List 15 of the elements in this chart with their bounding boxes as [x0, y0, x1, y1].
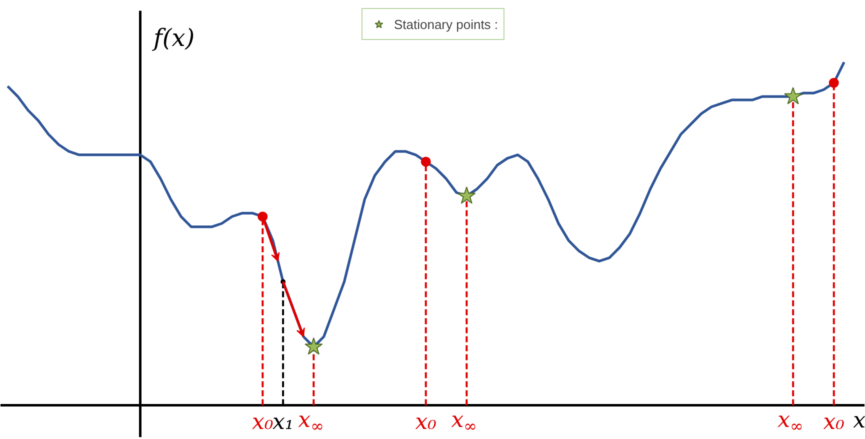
point	[458, 186, 476, 204]
x-tick-label: x₀	[415, 410, 437, 435]
point	[420, 156, 431, 167]
point	[828, 78, 839, 88]
x-tick-label: x₀	[823, 410, 845, 435]
x-tick-label: x₁	[272, 410, 294, 435]
x-axis-title: x	[853, 408, 865, 434]
point	[304, 337, 323, 355]
x-tick-label: x∞	[298, 408, 324, 436]
y-axis-title: f(x)	[152, 24, 195, 52]
x-tick-label: x₀	[252, 410, 274, 435]
x-tick-label: x∞	[451, 408, 477, 436]
point	[784, 87, 802, 104]
x-tick-label: x∞	[778, 408, 804, 436]
legend-label: Stationary points :	[394, 16, 498, 32]
